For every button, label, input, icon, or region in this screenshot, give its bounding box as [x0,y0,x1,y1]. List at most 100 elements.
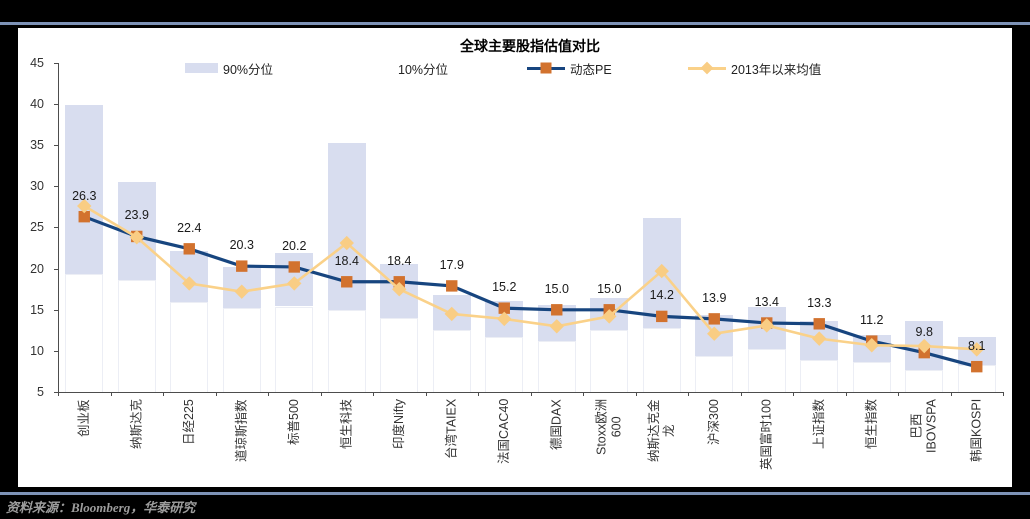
pe-data-label: 17.9 [439,257,464,272]
y-axis-tick [54,392,58,394]
pe-data-label: 20.3 [229,238,254,253]
x-axis-tick [215,392,217,397]
pe-data-label: 14.2 [649,288,674,303]
y-axis-tick-label: 5 [37,385,44,400]
category-label: 纳斯达克金 龙 [646,399,676,462]
bar-90th-percentile-range [747,307,786,350]
legend-item-mean-since-2013: 2013年以来均值 [688,60,822,77]
x-axis-tick [268,392,269,397]
bar-10th-percentile [747,349,786,393]
bar-10th-percentile [485,336,524,393]
bar-90th-percentile-range [852,335,891,362]
bar-90th-percentile-range [432,294,471,331]
pe-data-label: 15.0 [544,281,569,296]
mean-diamond-marker-icon [700,61,714,75]
legend-item-10th-percentile: 10%分位 [360,60,448,77]
y-axis-tick [54,103,58,105]
bar-90th-percentile-range [170,251,209,302]
y-axis-tick-label: 35 [30,138,44,152]
pe-data-label: 15.0 [597,281,622,296]
source-text: 资料来源：Bloomberg，华泰研究 [6,500,196,515]
category-label: 日经225 [181,399,196,445]
category-label: 沪深300 [706,399,721,445]
pe-data-label: 18.4 [334,253,359,268]
bar-10th-percentile [852,361,891,393]
bar-90th-percentile-range [380,263,419,319]
legend-item-dynamic-pe: 动态PE [527,60,612,77]
bar-10th-percentile [117,280,156,393]
x-axis-tick [898,392,899,397]
bar-90th-percentile-range [590,298,629,331]
category-label: 标普500 [286,399,301,445]
chart-title: 全球主要股指估值对比 [460,38,600,54]
y-axis-tick-label: 10 [30,344,44,358]
category-label: Stoxx欧洲 600 [594,398,624,455]
x-axis-tick [688,392,689,397]
x-axis-tick [425,392,427,397]
bar-90th-percentile-range [327,142,366,310]
x-axis-tick [740,392,742,397]
bar-90th-percentile-range [642,217,681,328]
y-axis-tick [54,62,58,64]
pe-data-label: 13.3 [807,295,832,310]
x-axis-tick [373,392,374,397]
y-axis-tick [54,309,58,311]
bar-10th-percentile [800,360,839,393]
category-label: 上证指数 [811,398,826,449]
category-label: 德国DAX [549,399,564,450]
bar-10th-percentile [65,274,104,393]
x-axis-tick [950,392,952,397]
y-axis-tick-label: 25 [30,220,44,235]
pe-data-label: 13.9 [702,290,727,305]
bar-90th-percentile-range [800,320,839,361]
pe-data-label: 20.2 [282,238,307,253]
bar-10th-percentile [957,365,996,393]
pe-data-label: 26.3 [72,188,97,203]
x-axis-tick [1003,392,1004,397]
bar-10th-percentile [275,306,314,393]
x-axis-tick [793,392,794,397]
legend-label-90th-percentile: 90%分位 [223,62,274,77]
bar-10th-percentile [590,330,629,393]
bar-10th-percentile [905,369,944,393]
y-axis-tick [54,145,58,146]
pe-data-label: 22.4 [177,220,202,235]
legend-swatch-10th-percentile [360,63,393,73]
category-label: 韩国KOSPI [969,398,984,462]
bar-10th-percentile [642,327,681,393]
y-axis-tick [54,186,58,188]
legend-label-dynamic-pe: 动态PE [570,62,612,77]
y-axis-tick-label: 20 [30,261,44,276]
legend-swatch-90th-percentile [185,63,218,73]
x-axis-tick [845,392,847,397]
x-axis-tick [635,392,637,397]
legend-label-mean-since-2013: 2013年以来均值 [731,62,822,77]
pe-data-label: 18.4 [387,253,412,268]
bar-10th-percentile [537,341,576,393]
category-label: 英国富时100 [759,399,774,470]
bar-90th-percentile-range [275,252,314,307]
category-label: 恒生指数 [864,398,879,449]
top-separator-rule [0,22,1030,25]
y-axis-tick [54,351,58,352]
category-label: 台湾TAIEX [444,398,459,459]
bar-10th-percentile [327,309,366,393]
bar-10th-percentile [170,301,209,393]
y-axis-tick-label: 45 [30,55,44,70]
pe-data-label: 8.1 [968,338,986,353]
legend-swatch-mean-since-2013 [688,61,726,75]
y-axis-tick [54,227,58,229]
category-label: 恒生科技 [339,398,354,449]
pe-data-label: 23.9 [124,208,149,223]
y-axis-tick-label: 40 [30,96,44,111]
x-axis-tick [530,392,532,397]
bar-90th-percentile-range [117,182,156,281]
category-label: 印度Nifty [391,398,406,449]
legend-swatch-dynamic-pe [527,61,565,75]
x-axis-tick [58,392,59,397]
pe-data-label: 13.4 [754,294,779,309]
pe-data-label: 9.8 [915,324,933,339]
y-axis-tick [54,268,58,270]
category-label: 创业板 [76,399,91,437]
